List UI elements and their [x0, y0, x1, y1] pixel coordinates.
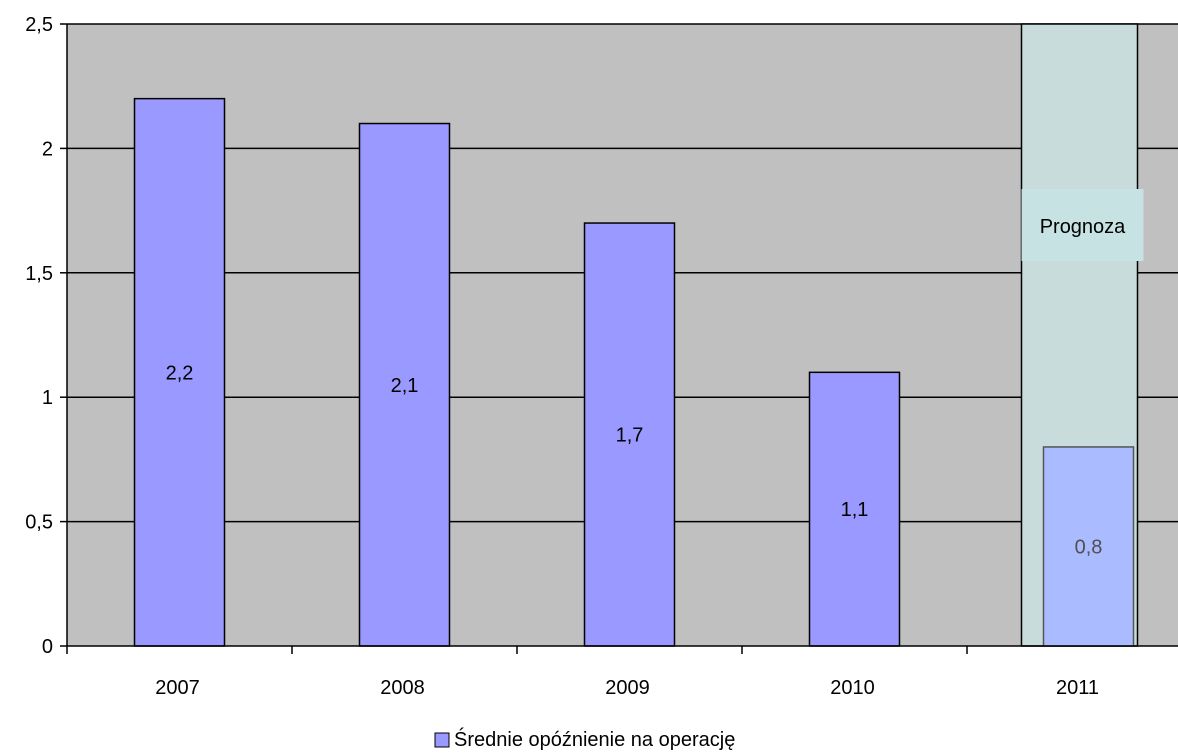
data-label-2009: 1,7: [616, 425, 644, 447]
bar-2011: [1042, 446, 1135, 647]
x-tick-label-2011: 2011: [1056, 677, 1099, 699]
y-tick-label: 1,5: [25, 263, 53, 285]
forecast-label: Prognoza: [1040, 216, 1126, 238]
bar-2008: [358, 122, 451, 647]
x-tick-label-2010: 2010: [830, 677, 875, 699]
x-tick-label-2008: 2008: [380, 677, 425, 699]
data-label-2007: 2,2: [166, 362, 194, 384]
legend: Średnie opóźnienie na operację: [434, 727, 735, 751]
axis-ticks: 0 0,5 1 1,5 2 2,5 2007 2008 2009 2010 2011: [25, 14, 1099, 699]
bar-2010: [808, 371, 901, 647]
data-label-2010: 1,1: [841, 499, 869, 521]
bar-2007: [133, 97, 226, 647]
bar-2009: [583, 222, 676, 647]
x-tick-label-2007: 2007: [155, 677, 200, 699]
bar-series: 2,2 2,1 1,7 1,1 0,8: [133, 97, 1135, 647]
y-tick-label: 0: [42, 636, 53, 658]
y-tick-label: 2: [42, 138, 53, 160]
axes: [66, 24, 1178, 654]
y-tick-label: 0,5: [25, 512, 53, 534]
data-label-2011: 0,8: [1075, 536, 1103, 558]
x-tick-label-2009: 2009: [605, 677, 650, 699]
y-tick-label: 1: [42, 387, 53, 409]
legend-swatch: [434, 732, 450, 748]
forecast-label-box: [1021, 189, 1144, 261]
data-label-2008: 2,1: [391, 375, 419, 397]
y-tick-label: 2,5: [25, 14, 53, 36]
legend-label: Średnie opóźnienie na operację: [454, 727, 735, 751]
